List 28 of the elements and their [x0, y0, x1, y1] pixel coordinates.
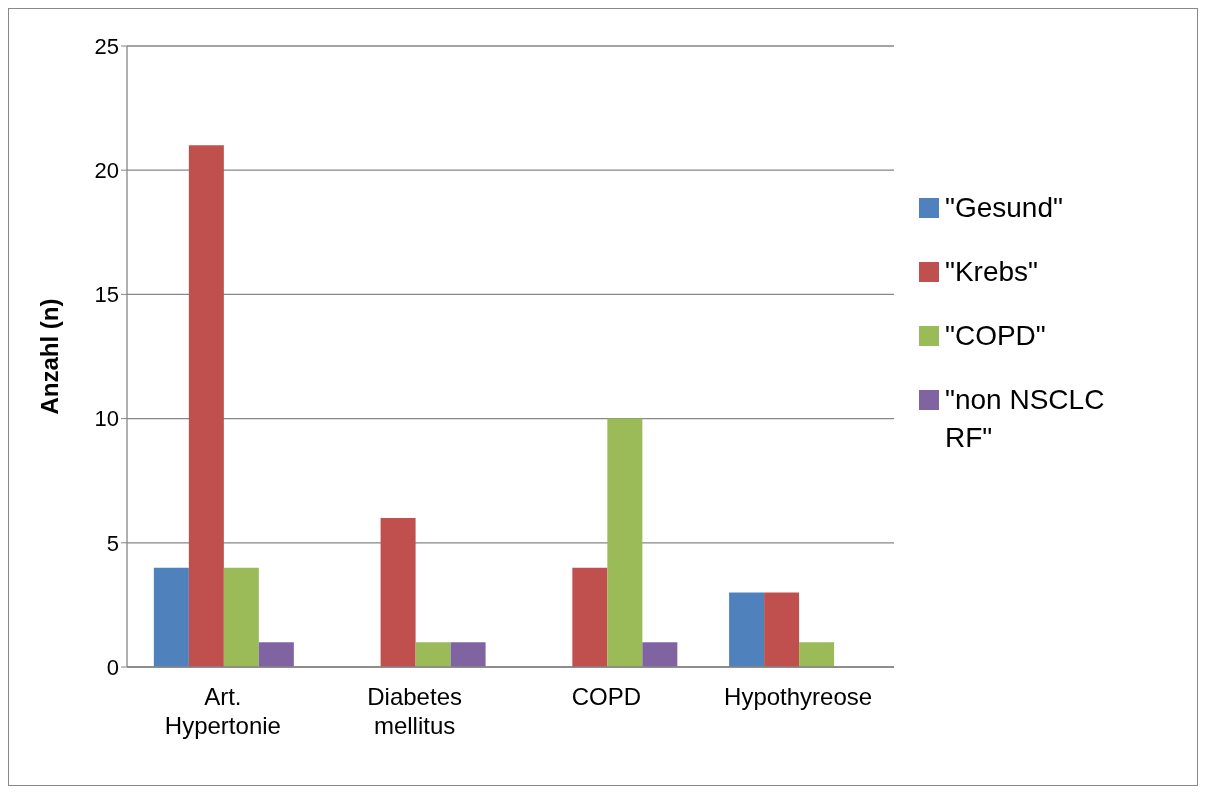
legend-label: "COPD": [945, 319, 1047, 353]
bar: [188, 145, 224, 667]
bar: [607, 418, 643, 667]
bar: [223, 567, 259, 667]
legend-label: "Krebs": [945, 255, 1040, 289]
y-tick-label: 20: [94, 158, 119, 184]
bar: [572, 567, 608, 667]
legend-label: "non NSCLC RF": [945, 383, 1106, 455]
x-tick-label: Hypothyreose: [724, 683, 873, 710]
y-tick-label: 5: [106, 530, 119, 556]
y-tick-label: 0: [106, 654, 119, 680]
bar: [799, 642, 835, 667]
bar: [380, 517, 416, 667]
bar: [729, 592, 765, 667]
bar: [258, 642, 294, 667]
y-tick-label: 15: [94, 282, 119, 308]
y-tick-label: 25: [94, 33, 119, 59]
bar: [415, 642, 451, 667]
x-tick-label: Diabetes mellitus: [367, 683, 462, 739]
bar: [153, 567, 189, 667]
bar: [642, 642, 678, 667]
bar: [764, 592, 800, 667]
bar: [450, 642, 486, 667]
legend-label: "Gesund": [945, 191, 1064, 225]
x-tick-label: COPD: [571, 683, 642, 710]
x-tick-label: Art. Hypertonie: [164, 683, 281, 739]
y-axis-title: Anzahl (n): [35, 298, 63, 415]
y-tick-label: 10: [94, 406, 119, 432]
